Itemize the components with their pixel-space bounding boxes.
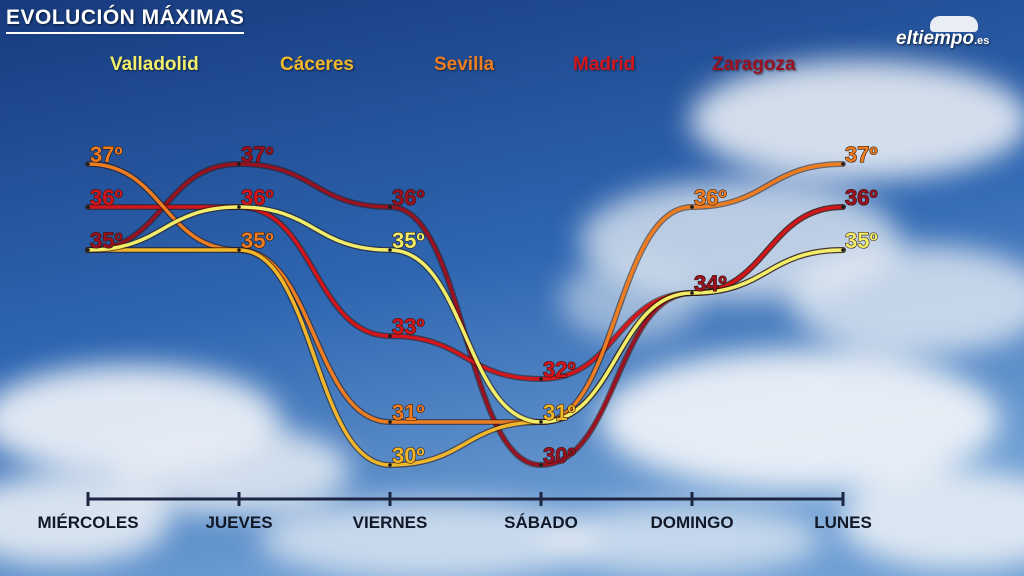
data-label: 36º	[694, 185, 727, 210]
data-label: 30º	[543, 443, 576, 468]
x-tick-label: LUNES	[814, 513, 872, 532]
data-label: 36º	[845, 185, 878, 210]
data-point	[841, 248, 845, 252]
x-tick-label: DOMINGO	[650, 513, 733, 532]
data-label: 37º	[241, 142, 274, 167]
data-label: 37º	[845, 142, 878, 167]
data-label: 36º	[241, 185, 274, 210]
data-label: 31º	[543, 400, 576, 425]
series-lines	[85, 160, 846, 469]
data-point	[841, 162, 845, 166]
data-point	[237, 205, 241, 209]
data-point	[86, 162, 90, 166]
data-point	[388, 248, 392, 252]
data-label: 37º	[90, 142, 123, 167]
x-tick-label: SÁBADO	[504, 513, 578, 532]
data-label: 33º	[392, 314, 425, 339]
series-line-valladolid	[86, 205, 845, 424]
data-point	[690, 205, 694, 209]
legend-item-sevilla: Sevilla	[434, 54, 495, 75]
data-label: 35º	[90, 228, 123, 253]
series-line-sevilla	[86, 162, 845, 424]
x-tick-label: MIÉRCOLES	[37, 513, 138, 532]
legend-item-valladolid: Valladolid	[110, 54, 199, 75]
eltiempo-logo: eltiempo.es	[896, 16, 990, 50]
legend: Valladolid Cáceres Sevilla Madrid Zaragoza	[0, 54, 1024, 84]
data-label: 35º	[845, 228, 878, 253]
data-label: 32º	[543, 357, 576, 382]
data-labels: 37º 36º 35º 37º 36º 35º 36º 35º 33º 31º 30º 32º 31º 3…	[86, 141, 878, 469]
x-axis: MIÉRCOLES JUEVES VIERNES SÁBADO DOMINGO LUNES	[37, 492, 872, 532]
data-point	[388, 334, 392, 338]
data-label: 30º	[392, 443, 425, 468]
logo-tld: .es	[974, 35, 990, 47]
data-point	[690, 291, 694, 295]
x-tick-label: JUEVES	[205, 513, 272, 532]
logo-text: eltiempo	[896, 28, 975, 49]
data-point	[539, 377, 543, 381]
data-point	[86, 248, 90, 252]
legend-item-zaragoza: Zaragoza	[712, 54, 796, 75]
data-point	[841, 205, 845, 209]
data-point	[388, 463, 392, 467]
data-point	[86, 205, 90, 209]
data-label: 35º	[392, 228, 425, 253]
cloud-icon	[930, 16, 978, 32]
data-label: 34º	[694, 271, 727, 296]
data-point	[237, 248, 241, 252]
legend-item-madrid: Madrid	[573, 54, 636, 75]
data-label: 36º	[392, 185, 425, 210]
data-label: 31º	[392, 400, 425, 425]
data-point	[388, 420, 392, 424]
data-label: 35º	[241, 228, 274, 253]
data-label: 36º	[90, 185, 123, 210]
x-tick-label: VIERNES	[353, 513, 428, 532]
data-point	[388, 205, 392, 209]
series-line-outline	[85, 203, 846, 383]
data-point	[539, 463, 543, 467]
clouds	[0, 60, 1024, 576]
data-point	[539, 420, 543, 424]
data-point	[237, 162, 241, 166]
series-line-madrid	[86, 205, 845, 381]
chart-title: EVOLUCIÓN MÁXIMAS	[6, 6, 245, 34]
legend-item-cáceres: Cáceres	[280, 54, 354, 75]
